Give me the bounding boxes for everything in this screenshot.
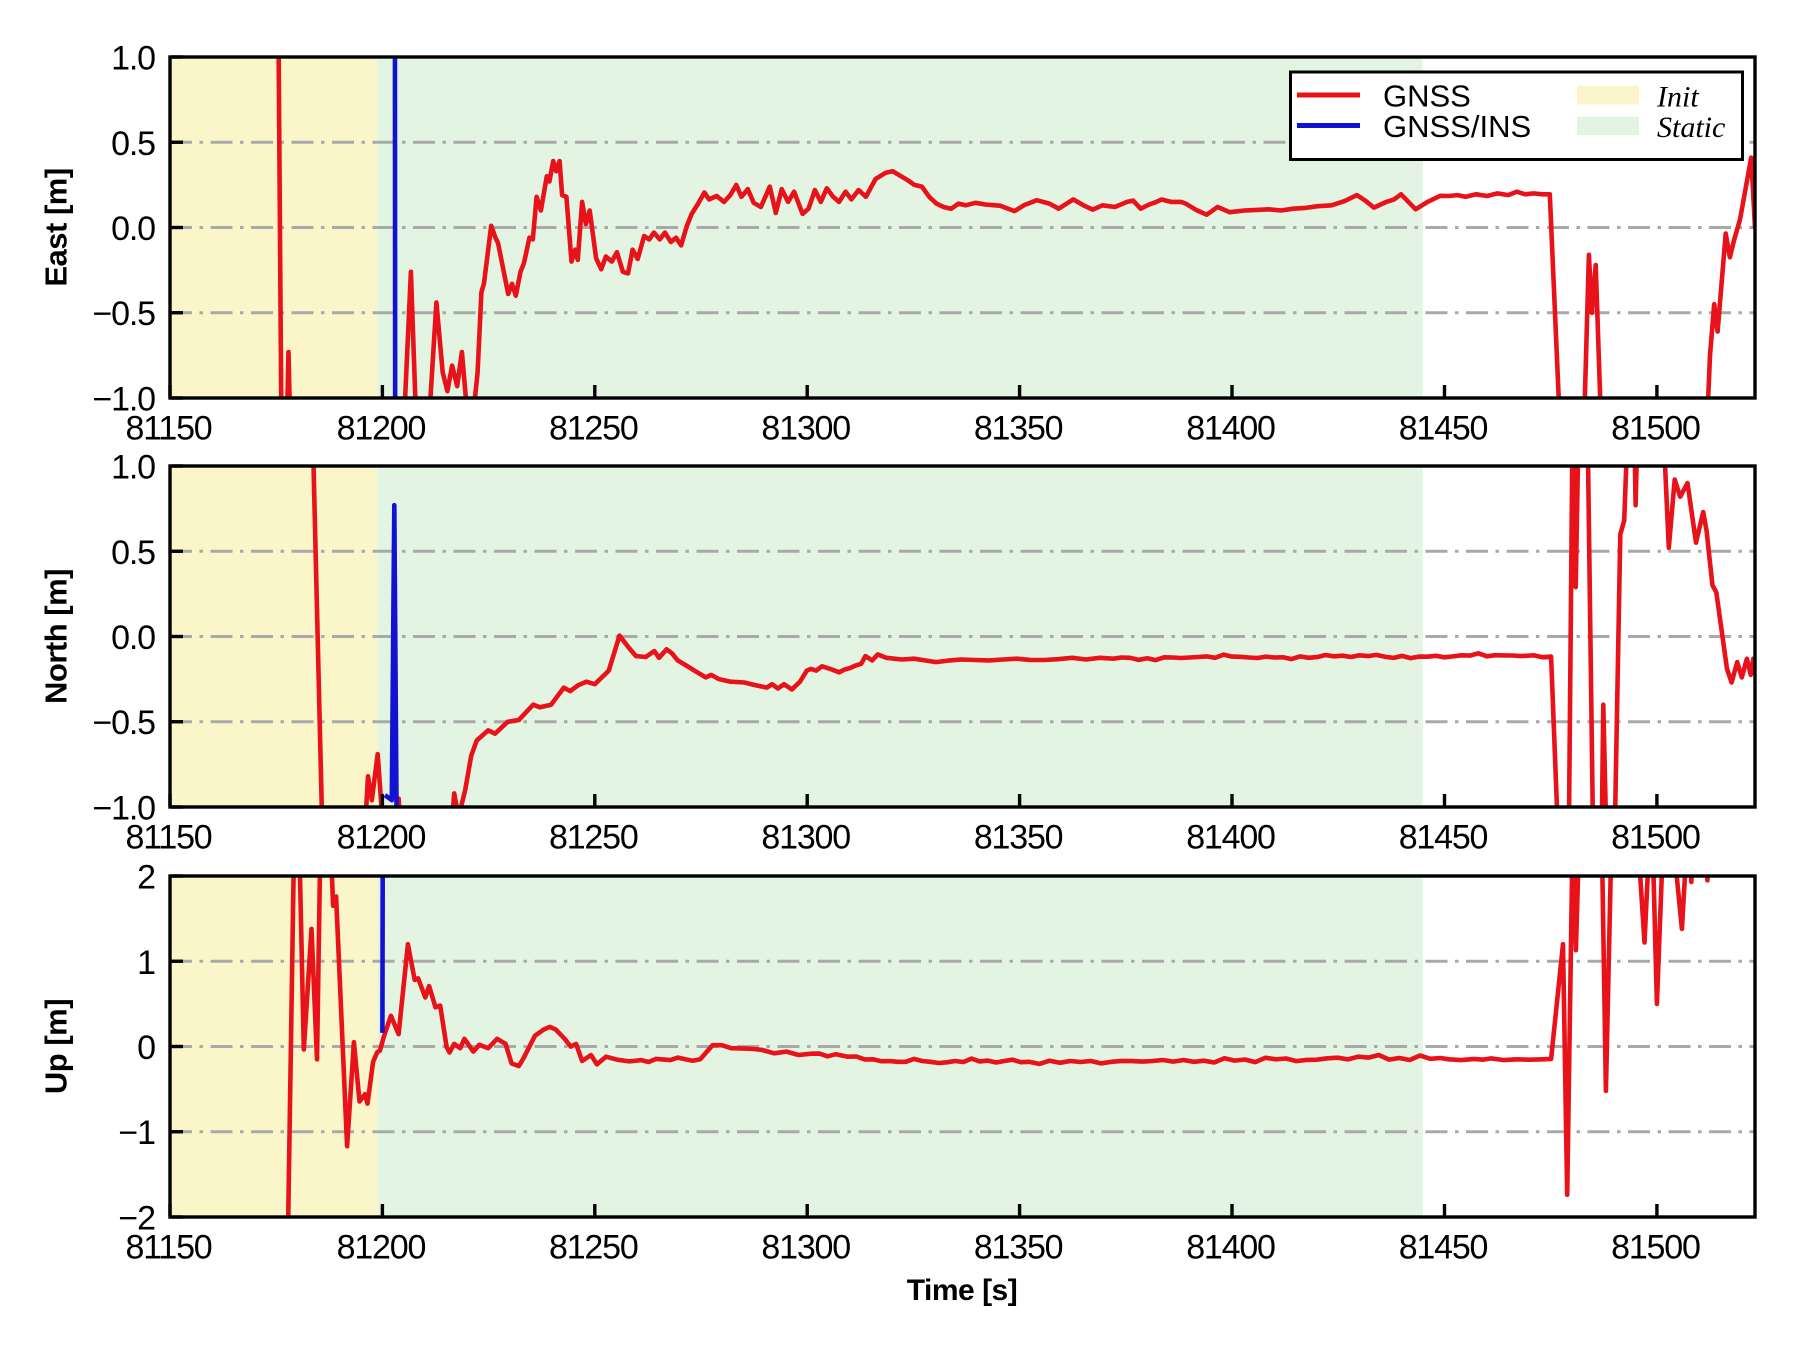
svg-text:−1.0: −1.0 bbox=[92, 381, 155, 419]
svg-text:81250: 81250 bbox=[549, 818, 638, 856]
svg-text:−1.0: −1.0 bbox=[92, 790, 155, 828]
svg-text:81450: 81450 bbox=[1399, 1228, 1488, 1266]
svg-text:−2: −2 bbox=[118, 1200, 155, 1238]
svg-text:Static: Static bbox=[1657, 111, 1725, 144]
svg-text:Time [s]: Time [s] bbox=[907, 1274, 1017, 1307]
svg-text:81400: 81400 bbox=[1186, 818, 1275, 856]
svg-text:81200: 81200 bbox=[337, 818, 426, 856]
svg-text:1: 1 bbox=[137, 944, 155, 982]
svg-text:81400: 81400 bbox=[1186, 409, 1275, 447]
svg-text:0.5: 0.5 bbox=[111, 534, 155, 572]
svg-text:81250: 81250 bbox=[549, 1228, 638, 1266]
svg-text:East [m]: East [m] bbox=[39, 168, 74, 286]
svg-text:81150: 81150 bbox=[125, 409, 211, 447]
svg-text:81300: 81300 bbox=[761, 1228, 850, 1266]
svg-text:81200: 81200 bbox=[337, 1228, 426, 1266]
svg-text:GNSS/INS: GNSS/INS bbox=[1383, 109, 1531, 144]
svg-text:2: 2 bbox=[137, 859, 155, 897]
svg-text:81500: 81500 bbox=[1611, 409, 1700, 447]
svg-text:−0.5: −0.5 bbox=[92, 704, 155, 742]
svg-text:81500: 81500 bbox=[1611, 1228, 1700, 1266]
svg-text:81450: 81450 bbox=[1399, 818, 1488, 856]
svg-text:81450: 81450 bbox=[1399, 409, 1488, 447]
svg-text:81350: 81350 bbox=[974, 1228, 1063, 1266]
svg-text:0.0: 0.0 bbox=[111, 210, 155, 248]
svg-text:1.0: 1.0 bbox=[111, 40, 155, 78]
svg-text:0.0: 0.0 bbox=[111, 619, 155, 657]
svg-text:North [m]: North [m] bbox=[39, 569, 74, 704]
svg-text:81500: 81500 bbox=[1611, 818, 1700, 856]
svg-text:−1: −1 bbox=[118, 1114, 155, 1152]
svg-text:81400: 81400 bbox=[1186, 1228, 1275, 1266]
svg-text:81200: 81200 bbox=[337, 409, 426, 447]
svg-text:81250: 81250 bbox=[549, 409, 638, 447]
svg-text:0.5: 0.5 bbox=[111, 125, 155, 163]
svg-text:81350: 81350 bbox=[974, 818, 1063, 856]
svg-text:81150: 81150 bbox=[125, 818, 211, 856]
svg-text:1.0: 1.0 bbox=[111, 449, 155, 487]
svg-text:81300: 81300 bbox=[761, 818, 850, 856]
svg-text:Init: Init bbox=[1656, 81, 1699, 114]
svg-text:0: 0 bbox=[137, 1029, 155, 1067]
svg-text:81300: 81300 bbox=[761, 409, 850, 447]
svg-text:Up [m]: Up [m] bbox=[39, 999, 74, 1094]
svg-text:−0.5: −0.5 bbox=[92, 295, 155, 333]
svg-text:81150: 81150 bbox=[125, 1228, 211, 1266]
svg-text:GNSS: GNSS bbox=[1383, 79, 1471, 114]
svg-text:81350: 81350 bbox=[974, 409, 1063, 447]
